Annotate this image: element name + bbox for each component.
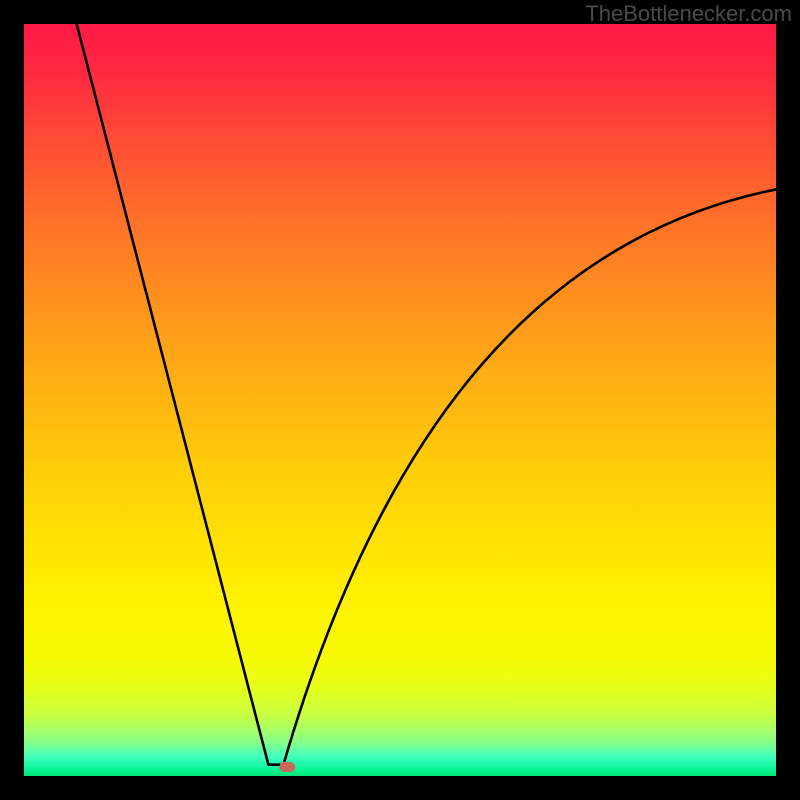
chart-container: TheBottlenecker.com	[0, 0, 800, 800]
plot-gradient	[24, 24, 776, 776]
operating-point-marker	[279, 762, 295, 772]
watermark-text: TheBottlenecker.com	[585, 1, 792, 27]
chart-svg	[0, 0, 800, 800]
